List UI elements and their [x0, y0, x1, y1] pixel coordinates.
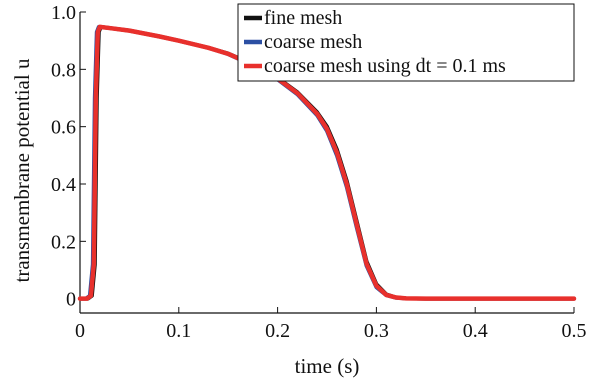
y-tick-label: 0 — [66, 289, 76, 311]
axis-labels: time (s) transmembrane potential u — [10, 58, 359, 378]
y-axis-label: transmembrane potential u — [10, 58, 34, 282]
y-tick-label: 0.6 — [51, 117, 76, 139]
x-tick-label: 0.5 — [562, 320, 587, 342]
x-tick-label: 0 — [75, 320, 85, 342]
legend-label-2: coarse mesh — [264, 31, 362, 53]
y-tick-label: 0.4 — [51, 174, 76, 196]
y-tick-label: 0.8 — [51, 59, 76, 81]
series-layer — [77, 24, 577, 301]
legend-label-3: coarse mesh using dt = 0.1 ms — [264, 55, 506, 77]
tick-layer: 0 0.1 0.2 0.3 0.4 0.5 0 0.2 0.4 0.6 0.8 1.0 — [51, 2, 587, 342]
x-tick-label: 0.4 — [463, 320, 488, 342]
series-line-3 — [77, 24, 577, 301]
legend-box — [237, 3, 575, 82]
legend-label-1: fine mesh — [264, 7, 342, 29]
x-tick-label: 0.2 — [265, 320, 290, 342]
x-axis-label: time (s) — [295, 354, 360, 378]
y-tick-label: 0.2 — [51, 231, 76, 253]
y-tick-label: 1.0 — [51, 2, 76, 24]
x-tick-label: 0.1 — [166, 320, 191, 342]
plot-frame-layer — [79, 12, 574, 314]
x-tick-label: 0.3 — [364, 320, 389, 342]
